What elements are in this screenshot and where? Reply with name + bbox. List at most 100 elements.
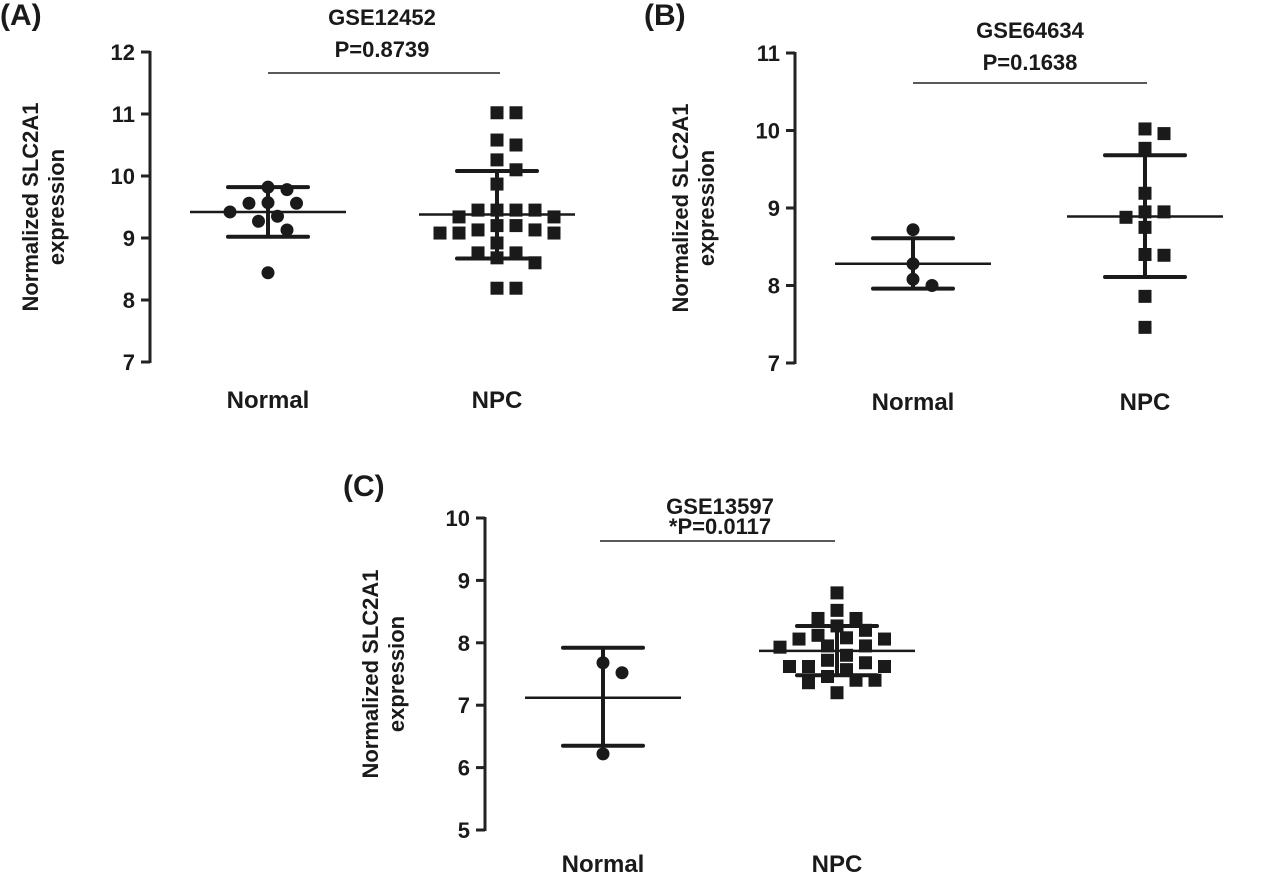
data-point [859, 639, 872, 653]
data-point [840, 663, 853, 677]
y-tick-label: 12 [111, 40, 135, 65]
y-tick-label: 6 [458, 756, 470, 781]
data-point [1138, 186, 1152, 200]
data-point [878, 660, 891, 674]
data-point [528, 203, 542, 217]
data-point [271, 209, 284, 223]
data-point [1138, 248, 1152, 261]
y-tick-label: 9 [768, 196, 780, 221]
p-value-label: *P=0.0117 [669, 514, 771, 539]
x-tick-label: NPC [472, 387, 523, 414]
data-point [878, 632, 891, 646]
panel-label: (B) [644, 0, 686, 32]
data-point [490, 153, 504, 167]
y-tick-label: 11 [112, 102, 135, 127]
data-point [490, 251, 504, 265]
data-point [261, 196, 275, 210]
y-tick-label: 10 [111, 164, 135, 189]
data-point [1138, 220, 1152, 234]
panel-label: (C) [343, 470, 385, 503]
y-tick-label: 5 [458, 818, 470, 843]
data-point [868, 673, 882, 687]
data-point [490, 203, 504, 217]
chart-title: GSE12452 [328, 5, 436, 30]
data-point [471, 203, 485, 217]
data-point [596, 656, 610, 670]
x-tick-label: Normal [562, 851, 645, 878]
y-tick-label: 11 [757, 41, 780, 66]
data-point [280, 183, 294, 197]
data-point [509, 203, 523, 217]
data-point [509, 246, 523, 260]
y-tick-label: 9 [123, 226, 135, 251]
data-point [830, 686, 844, 700]
data-point [1138, 205, 1152, 219]
data-point [280, 223, 294, 237]
data-point [547, 210, 561, 224]
panel-b: (B) GSE64634 P=0.1638 7 8 9 10 11 Normalized SLC… [644, 0, 1223, 416]
data-point [1138, 320, 1152, 334]
y-tick-label: 8 [123, 288, 135, 313]
y-tick-label: 8 [768, 274, 780, 299]
data-point [528, 256, 542, 270]
data-point [1157, 127, 1171, 141]
data-point [1157, 205, 1171, 219]
data-point [849, 673, 863, 687]
data-point [490, 281, 504, 295]
data-point [596, 747, 610, 761]
data-point [290, 196, 303, 210]
data-point [433, 226, 447, 240]
data-point [859, 623, 872, 637]
y-tick-label: 7 [768, 351, 780, 376]
data-point [821, 653, 834, 667]
data-point [1157, 248, 1171, 262]
data-point [509, 138, 523, 152]
data-point [509, 281, 523, 295]
data-point [811, 628, 825, 642]
y-axis-label: Normalized SLC2A1expression [358, 569, 409, 778]
data-point [849, 611, 863, 625]
data-point [830, 619, 844, 633]
data-point [783, 660, 796, 674]
data-point [471, 246, 485, 260]
y-tick-label: 10 [446, 506, 470, 531]
panel-c: (C) GSE13597*P=0.0117 5 6 7 8 9 10 Normalized SL… [343, 470, 915, 878]
data-point [821, 639, 834, 653]
data-point [802, 676, 815, 690]
data-point [252, 214, 265, 228]
data-point [802, 660, 815, 674]
data-point [452, 210, 466, 224]
data-point [830, 586, 844, 600]
data-point [261, 266, 275, 280]
data-point [490, 236, 504, 250]
y-tick-label: 8 [458, 631, 470, 656]
data-point [1119, 210, 1133, 224]
data-point [452, 226, 466, 240]
data-point [821, 669, 834, 683]
data-point [490, 219, 504, 233]
data-point [528, 223, 542, 237]
x-tick-label: NPC [1120, 389, 1171, 416]
data-point [1138, 122, 1152, 136]
data-point [906, 272, 920, 286]
x-tick-label: NPC [812, 851, 863, 878]
data-point [490, 177, 504, 191]
data-point [509, 106, 523, 120]
data-point [925, 279, 939, 292]
data-point [615, 666, 629, 680]
panel-a: (A) GSE12452 P=0.8739 7 8 9 10 11 12 Normalized S… [0, 0, 575, 414]
x-tick-label: Normal [872, 389, 955, 416]
chart-title: GSE64634 [976, 18, 1084, 43]
p-value-label: P=0.8739 [335, 37, 430, 62]
data-point [830, 603, 844, 617]
y-tick-label: 7 [458, 693, 470, 718]
data-point [1138, 141, 1152, 155]
chart-title: GSE13597 [666, 494, 774, 519]
data-point [261, 180, 275, 194]
data-point [547, 226, 561, 240]
data-point [1138, 289, 1152, 303]
data-point [490, 106, 504, 120]
y-axis-label: Normalized SLC2A1expression [668, 103, 719, 312]
data-point [242, 196, 256, 210]
